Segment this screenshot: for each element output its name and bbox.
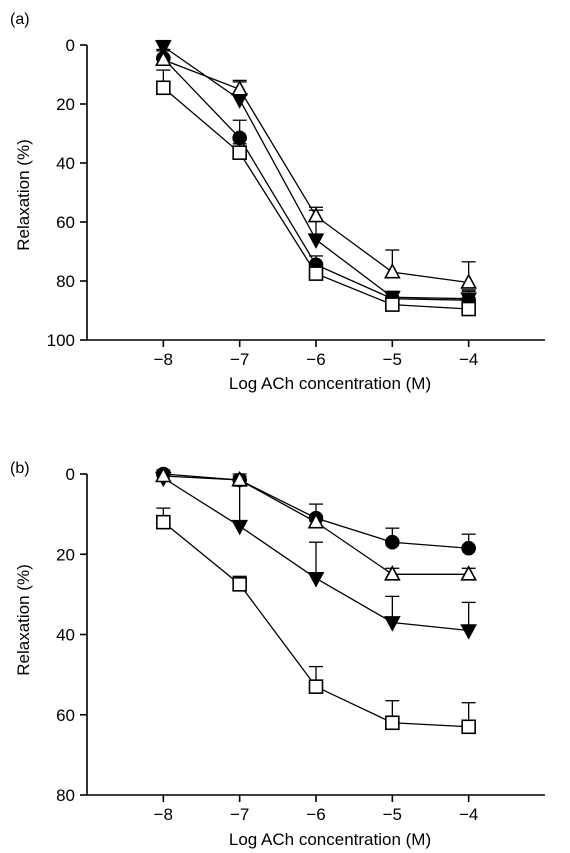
marker-open-triangle <box>231 470 249 487</box>
x-tick-label: −4 <box>459 350 478 369</box>
y-tick-label: 80 <box>56 786 75 805</box>
marker-filled-down-triangle <box>154 40 172 56</box>
marker-filled-down-triangle <box>460 624 478 640</box>
marker-filled-down-triangle <box>383 616 401 632</box>
x-axis-label: Log ACh concentration (M) <box>229 830 431 849</box>
y-axis-label: Relaxation (%) <box>14 139 33 251</box>
panel-label: (a) <box>10 11 30 28</box>
x-tick-label: −7 <box>230 805 249 824</box>
marker-open-square <box>232 577 247 592</box>
marker-filled-down-triangle <box>307 233 325 249</box>
marker-open-square <box>385 297 400 312</box>
panel-a: (a) Relaxation (%) Log ACh concentration… <box>10 11 545 393</box>
y-tick-label: 20 <box>56 95 75 114</box>
panel-label: (b) <box>10 460 30 477</box>
y-tick-label: 60 <box>56 213 75 232</box>
y-tick-label: 0 <box>66 465 75 484</box>
marker-open-square <box>156 514 171 530</box>
marker-open-triangle <box>154 50 172 67</box>
marker-open-triangle <box>154 466 172 483</box>
plot-area: 0 20 40 60 80 −8 −7 −6 −5 −4 <box>56 465 545 824</box>
marker-open-triangle <box>460 565 478 581</box>
x-tick-label: −8 <box>154 805 173 824</box>
marker-open-triangle <box>307 206 325 223</box>
y-tick-label: 100 <box>47 331 75 350</box>
marker-filled-circle <box>385 534 400 550</box>
marker-open-triangle <box>307 512 325 529</box>
marker-filled-down-triangle <box>307 572 325 588</box>
marker-open-square <box>308 266 324 281</box>
y-tick-label: 20 <box>56 545 75 564</box>
plot-area: 0 20 40 60 80 100 −8 −7 −6 −5 −4 <box>47 36 545 369</box>
marker-open-triangle <box>383 262 401 279</box>
marker-open-square <box>385 715 400 731</box>
panel-b: (b) Relaxation (%) Log ACh concentration… <box>10 460 545 849</box>
marker-filled-circle <box>232 130 247 146</box>
y-axis-label: Relaxation (%) <box>14 564 33 676</box>
marker-filled-down-triangle <box>231 93 249 109</box>
marker-open-square <box>308 679 324 694</box>
y-tick-label: 80 <box>56 272 75 291</box>
x-tick-label: −5 <box>383 350 402 369</box>
y-tick-label: 40 <box>56 626 75 645</box>
marker-open-triangle <box>383 565 401 581</box>
marker-open-triangle <box>231 80 249 96</box>
marker-open-square <box>461 301 476 317</box>
y-tick-label: 0 <box>66 36 75 55</box>
x-tick-label: −6 <box>306 805 325 824</box>
marker-filled-down-triangle <box>231 519 249 536</box>
marker-filled-circle <box>461 540 476 556</box>
y-tick-label: 60 <box>56 706 75 725</box>
x-tick-label: −5 <box>383 805 402 824</box>
x-tick-label: −4 <box>459 805 478 824</box>
marker-open-triangle <box>460 273 478 289</box>
x-tick-label: −6 <box>306 350 325 369</box>
x-tick-label: −7 <box>230 350 249 369</box>
marker-open-square <box>461 719 476 735</box>
series-line <box>163 59 469 284</box>
x-axis-label: Log ACh concentration (M) <box>229 374 431 393</box>
y-tick-label: 40 <box>56 154 75 173</box>
marker-filled-down-triangle <box>460 292 478 308</box>
x-tick-label: −8 <box>154 350 173 369</box>
marker-open-square <box>156 80 171 96</box>
marker-open-square <box>232 145 247 160</box>
